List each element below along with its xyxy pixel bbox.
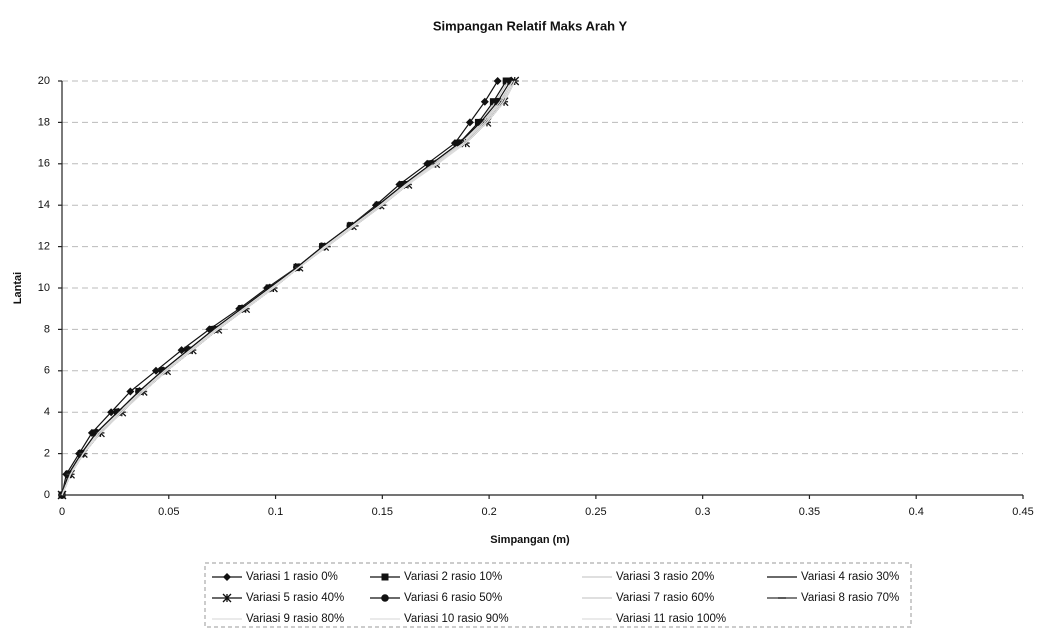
x-tick-label: 0: [59, 506, 65, 518]
x-tick-label: 0.35: [799, 506, 820, 518]
legend-label: Variasi 9 rasio 80%: [246, 613, 344, 625]
x-tick-label: 0.3: [695, 506, 710, 518]
y-tick-label: 8: [44, 323, 50, 335]
x-tick-label: 0.05: [158, 506, 179, 518]
legend-label: Variasi 11 rasio 100%: [616, 613, 726, 625]
marker: [223, 573, 231, 581]
marker: [381, 573, 389, 581]
series-line: [61, 80, 516, 496]
marker: [480, 97, 489, 106]
y-tick-label: 0: [44, 489, 50, 501]
legend-label: Variasi 6 rasio 50%: [404, 592, 502, 604]
marker: [92, 429, 100, 437]
x-tick-label: 0.25: [585, 506, 606, 518]
marker: [465, 118, 474, 127]
y-tick-label: 2: [44, 448, 50, 460]
marker: [493, 77, 502, 85]
y-tick-label: 12: [38, 241, 50, 253]
legend-label: Variasi 7 rasio 60%: [616, 592, 714, 604]
chart-title: Simpangan Relatif Maks Arah Y: [433, 18, 628, 33]
legend-label: Variasi 4 rasio 30%: [801, 571, 899, 583]
legend-label: Variasi 1 rasio 0%: [246, 571, 338, 583]
marker: [381, 594, 389, 602]
legend-label: Variasi 3 rasio 20%: [616, 571, 714, 583]
x-tick-label: 0.4: [909, 506, 924, 518]
y-tick-label: 18: [38, 116, 50, 128]
marker: [126, 387, 135, 396]
y-tick-label: 20: [38, 75, 50, 87]
marker: [177, 346, 186, 355]
marker: [222, 593, 232, 603]
x-tick-label: 0.45: [1012, 506, 1033, 518]
x-axis-label: Simpangan (m): [490, 534, 570, 546]
marker: [107, 408, 116, 417]
y-tick-label: 6: [44, 365, 50, 377]
legend-label: Variasi 8 rasio 70%: [801, 592, 899, 604]
y-tick-label: 10: [38, 282, 50, 294]
marker: [151, 366, 160, 375]
legend-label: Variasi 10 rasio 90%: [404, 613, 509, 625]
series-line: [61, 80, 514, 496]
legend-box: [204, 562, 912, 628]
legend-label: Variasi 2 rasio 10%: [404, 571, 502, 583]
y-axis-label: Lantai: [12, 272, 24, 304]
y-tick-label: 16: [38, 158, 50, 170]
y-tick-label: 14: [38, 199, 50, 211]
marker: [489, 98, 497, 106]
x-tick-label: 0.2: [481, 506, 496, 518]
marker: [506, 77, 515, 85]
x-tick-label: 0.15: [372, 506, 393, 518]
marker: [493, 97, 502, 106]
y-tick-label: 4: [44, 406, 50, 418]
x-tick-label: 0.1: [268, 506, 283, 518]
legend-label: Variasi 5 rasio 40%: [246, 592, 344, 604]
marker: [502, 77, 510, 85]
